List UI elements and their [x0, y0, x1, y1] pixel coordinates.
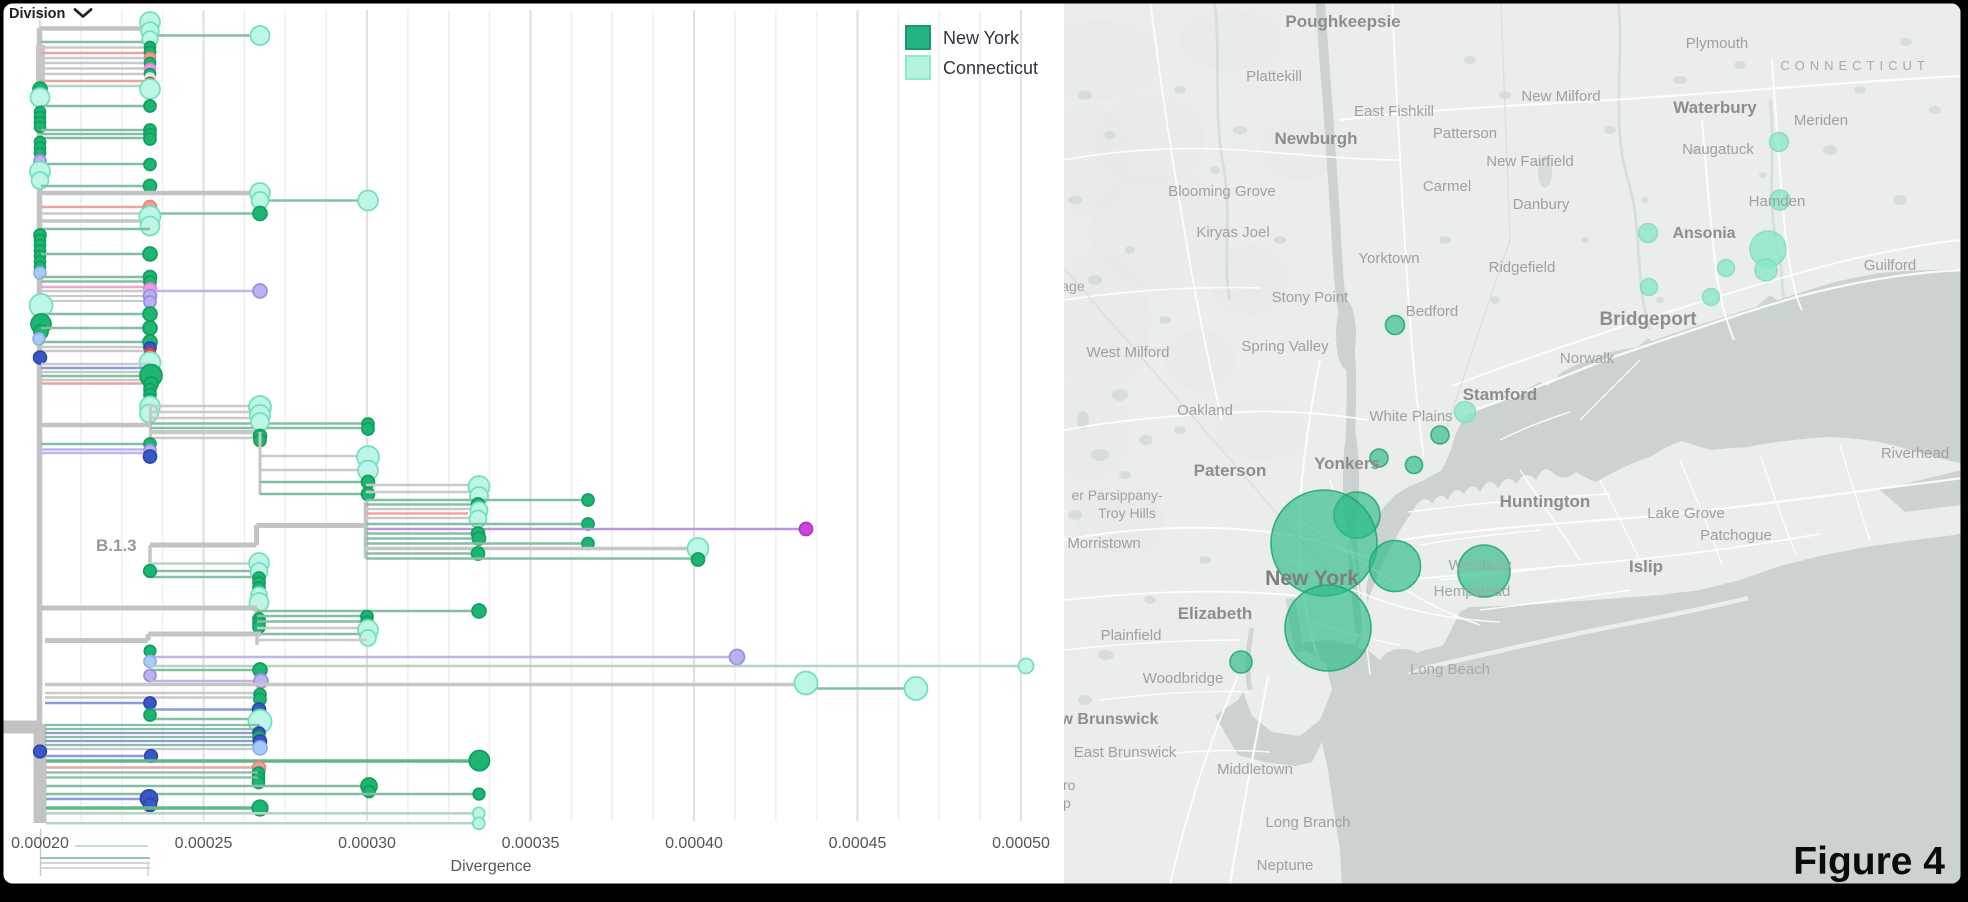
svg-text:Yorktown: Yorktown [1358, 250, 1419, 267]
svg-text:Plainfield: Plainfield [1101, 627, 1162, 644]
svg-text:Division: Division [9, 6, 65, 22]
svg-text:Ridgefield: Ridgefield [1489, 259, 1556, 276]
svg-text:Riverhead: Riverhead [1881, 445, 1949, 462]
svg-text:Oakland: Oakland [1177, 402, 1233, 419]
svg-text:Poughkeepsie: Poughkeepsie [1285, 12, 1400, 31]
svg-text:ro: ro [1063, 777, 1076, 793]
svg-text:Norwalk: Norwalk [1560, 350, 1615, 367]
svg-text:Guilford: Guilford [1864, 257, 1917, 274]
svg-text:East Fishkill: East Fishkill [1354, 103, 1434, 120]
svg-text:Figure 4: Figure 4 [1793, 840, 1945, 883]
svg-text:Divergence: Divergence [451, 858, 532, 875]
svg-text:Morristown: Morristown [1067, 535, 1140, 552]
svg-text:Bridgeport: Bridgeport [1599, 309, 1697, 330]
svg-text:New Milford: New Milford [1521, 88, 1600, 105]
svg-text:Middletown: Middletown [1217, 761, 1293, 778]
svg-text:0.00035: 0.00035 [502, 835, 560, 852]
svg-text:Paterson: Paterson [1194, 461, 1267, 480]
svg-text:Lake Grove: Lake Grove [1647, 505, 1725, 522]
svg-text:Ansonia: Ansonia [1672, 225, 1735, 242]
svg-text:B.1.3: B.1.3 [96, 536, 137, 555]
svg-text:New York: New York [1265, 567, 1359, 590]
svg-text:Meriden: Meriden [1794, 112, 1848, 129]
svg-text:0.00030: 0.00030 [338, 835, 396, 852]
svg-text:Westbury: Westbury [1448, 557, 1512, 574]
svg-text:Neptune: Neptune [1257, 857, 1314, 874]
svg-text:Naugatuck: Naugatuck [1682, 141, 1754, 158]
svg-text:tage: tage [1057, 278, 1084, 294]
svg-text:0.00020: 0.00020 [11, 835, 69, 852]
svg-text:White Plains: White Plains [1369, 408, 1452, 425]
svg-text:Hempstead: Hempstead [1434, 583, 1511, 600]
svg-text:East Brunswick: East Brunswick [1074, 744, 1177, 761]
svg-text:Hamden: Hamden [1749, 193, 1806, 210]
svg-text:Huntington: Huntington [1500, 492, 1591, 511]
svg-text:0.00045: 0.00045 [829, 835, 887, 852]
svg-text:Elizabeth: Elizabeth [1178, 604, 1253, 623]
svg-text:Waterbury: Waterbury [1673, 98, 1757, 117]
svg-text:Spring Valley: Spring Valley [1241, 338, 1329, 355]
svg-text:Danbury: Danbury [1513, 196, 1570, 213]
svg-text:Connecticut: Connecticut [943, 58, 1038, 78]
svg-text:Plattekill: Plattekill [1246, 68, 1302, 85]
svg-text:Bedford: Bedford [1406, 303, 1459, 320]
svg-text:Patterson: Patterson [1433, 125, 1497, 142]
svg-text:0.00040: 0.00040 [665, 835, 723, 852]
svg-text:CONNECTICUT: CONNECTICUT [1780, 58, 1930, 73]
svg-text:West Milford: West Milford [1086, 344, 1169, 361]
svg-text:Stamford: Stamford [1463, 385, 1538, 404]
svg-text:Blooming Grove: Blooming Grove [1168, 183, 1276, 200]
svg-text:Islip: Islip [1629, 557, 1663, 576]
svg-text:Long Beach: Long Beach [1410, 661, 1490, 678]
svg-text:Stony Point: Stony Point [1272, 289, 1350, 306]
svg-text:Long Branch: Long Branch [1265, 814, 1350, 831]
svg-text:0.00025: 0.00025 [175, 835, 233, 852]
svg-text:0.00050: 0.00050 [992, 835, 1050, 852]
svg-text:New York: New York [943, 28, 1020, 48]
svg-text:Woodbridge: Woodbridge [1143, 670, 1224, 687]
svg-text:p: p [1063, 795, 1071, 811]
svg-text:Plymouth: Plymouth [1686, 35, 1749, 52]
svg-text:Yonkers: Yonkers [1314, 454, 1380, 473]
svg-text:Troy Hills: Troy Hills [1098, 505, 1156, 521]
svg-text:New Fairfield: New Fairfield [1486, 153, 1574, 170]
svg-text:ew Brunswick: ew Brunswick [1052, 711, 1159, 728]
svg-text:Carmel: Carmel [1423, 178, 1471, 195]
svg-text:er Parsippany-: er Parsippany- [1071, 487, 1162, 503]
svg-text:Newburgh: Newburgh [1274, 129, 1357, 148]
svg-text:Kiryas Joel: Kiryas Joel [1196, 224, 1269, 241]
svg-text:Patchogue: Patchogue [1700, 527, 1772, 544]
